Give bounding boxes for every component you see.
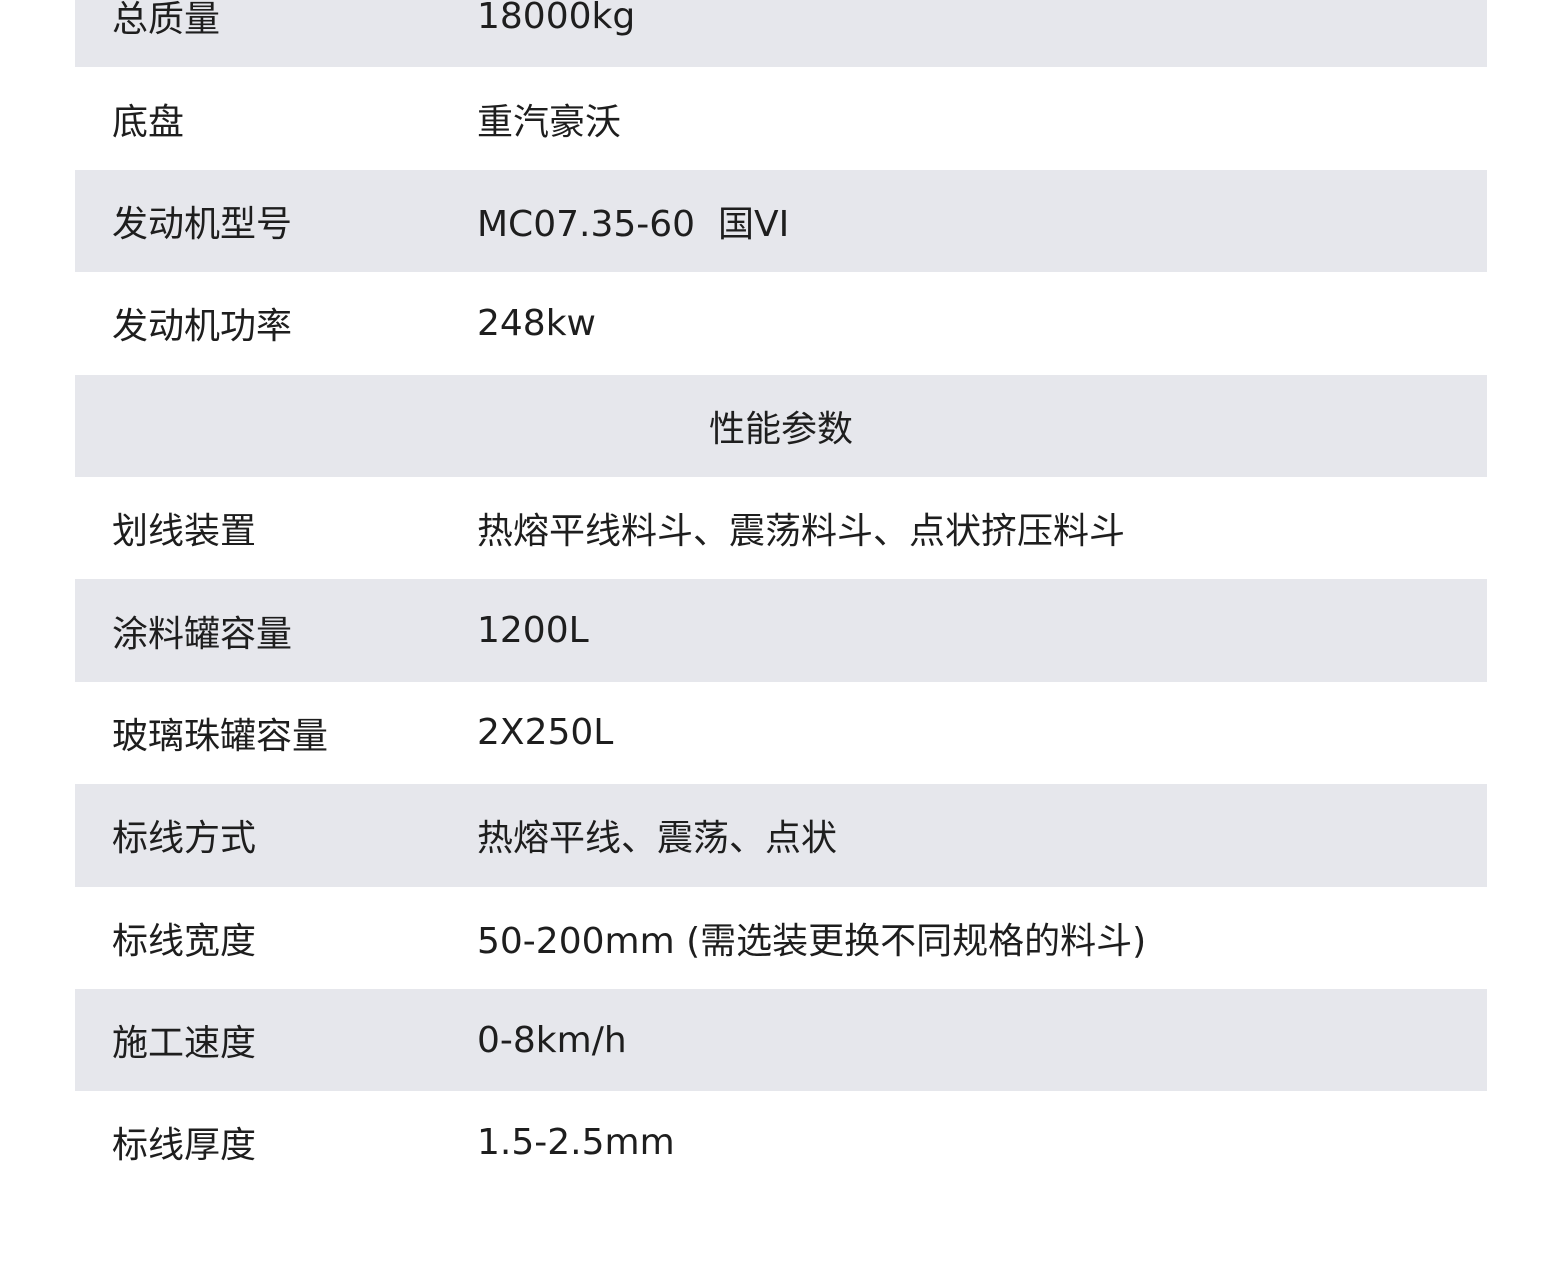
row-value: 248kw (477, 302, 597, 344)
spec-table: 总质量 18000kg 底盘 重汽豪沃 发动机型号 MC07.35-60 国VI… (75, 0, 1487, 1194)
row-value: 热熔平线、震荡、点状 (477, 818, 838, 860)
row-value: 1.5-2.5mm (477, 1121, 675, 1163)
row-label: 发动机型号 (112, 203, 293, 245)
table-row: 标线宽度 50-200mm (需选装更换不同规格的料斗) (75, 887, 1487, 989)
table-row: 底盘 重汽豪沃 (75, 67, 1487, 169)
row-label: 标线宽度 (112, 920, 257, 962)
row-label: 标线厚度 (112, 1125, 257, 1167)
row-label: 总质量 (112, 0, 221, 41)
row-label: 发动机功率 (112, 306, 293, 348)
row-value: 1200L (477, 610, 589, 652)
section-title: 性能参数 (708, 408, 853, 450)
section-header-row: 性能参数 (75, 374, 1487, 477)
row-value: 热熔平线料斗、震荡料斗、点状挤压料斗 (477, 511, 1126, 553)
table-row: 涂料罐容量 1200L (75, 579, 1487, 682)
table-row: 总质量 18000kg (75, 0, 1487, 68)
table-row: 划线装置 热熔平线料斗、震荡料斗、点状挤压料斗 (75, 477, 1487, 579)
row-label: 涂料罐容量 (112, 613, 293, 655)
row-value: 0-8km/h (477, 1019, 627, 1061)
row-value: 重汽豪沃 (477, 101, 622, 143)
row-label: 标线方式 (112, 818, 257, 860)
table-row: 标线厚度 1.5-2.5mm (75, 1091, 1487, 1193)
row-value: 18000kg (477, 0, 636, 37)
table-row: 发动机型号 MC07.35-60 国VI (75, 169, 1487, 273)
row-value: 50-200mm (需选装更换不同规格的料斗) (477, 920, 1147, 962)
table-row: 施工速度 0-8km/h (75, 988, 1487, 1092)
row-label: 施工速度 (112, 1023, 257, 1065)
table-row: 标线方式 热熔平线、震荡、点状 (75, 784, 1487, 887)
row-label: 底盘 (112, 101, 185, 143)
row-label: 玻璃珠罐容量 (112, 715, 329, 757)
row-value: MC07.35-60 国VI (477, 203, 790, 245)
table-row: 玻璃珠罐容量 2X250L (75, 682, 1487, 784)
row-value: 2X250L (477, 712, 614, 754)
row-label: 划线装置 (112, 511, 257, 553)
table-row: 发动机功率 248kw (75, 272, 1487, 374)
